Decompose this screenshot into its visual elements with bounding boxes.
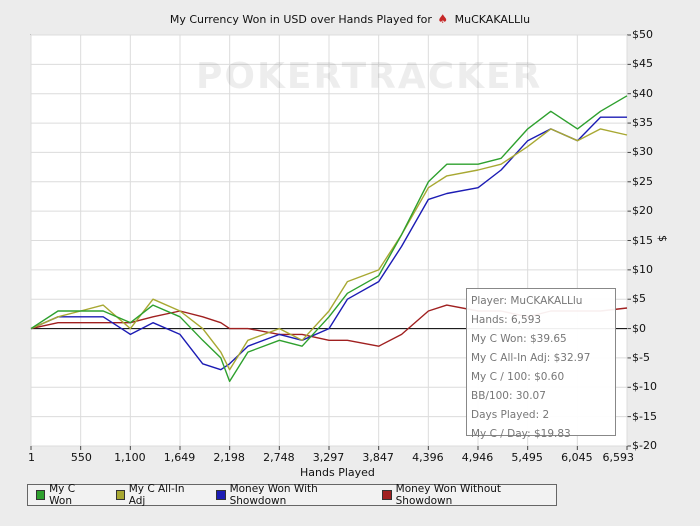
chart-legend: My C Won My C All-In Adj Money Won With Sh… <box>27 483 557 507</box>
tooltip-hands: Hands: 6,593 <box>471 314 542 326</box>
tooltip-allin-adj: My C All-In Adj: $32.97 <box>471 352 591 364</box>
y-tick-label: $-10 <box>632 380 657 394</box>
legend-item: Money Won Without Showdown <box>382 483 544 507</box>
x-tick-label: 1,649 <box>163 451 196 464</box>
y-tick-label: $-20 <box>632 439 657 452</box>
series-lines <box>30 95 628 383</box>
x-tick-label: 4,396 <box>412 451 444 464</box>
y-tick-label: $10 <box>632 262 653 276</box>
legend-item: My C All-In Adj <box>115 483 197 507</box>
y-tick-label: $25 <box>632 174 653 188</box>
y-tick-label: $30 <box>632 145 653 159</box>
tooltip-my-c-won: My C Won: $39.65 <box>471 333 567 345</box>
legend-label: Money Won Without Showdown <box>395 483 502 507</box>
y-tick-label: $35 <box>632 116 653 130</box>
series-line-my-c-all-in-adj <box>30 128 628 371</box>
y-tick-label: $5 <box>632 292 646 306</box>
series-line-money-won-with-showdown <box>30 116 627 371</box>
x-tick-label: 5,495 <box>511 451 543 464</box>
legend-label: Money Won With Showdown <box>229 483 318 507</box>
x-tick-label: 1,100 <box>114 451 146 464</box>
legend-swatch <box>115 490 125 500</box>
y-tick-label: $40 <box>632 86 653 100</box>
legend-item: Money Won With Showdown <box>216 483 362 507</box>
x-tick-label: 3,847 <box>362 451 394 464</box>
tooltip-per-100: My C / 100: $0.60 <box>471 371 565 383</box>
legend-label: My C All-In Adj <box>128 483 185 507</box>
y-tick-label: $-15 <box>632 409 657 423</box>
legend-swatch <box>382 490 392 500</box>
x-axis-title: Hands Played <box>300 466 375 479</box>
y-axis-title: $ <box>656 235 669 242</box>
chart-title-player: MuCKAKALLlu <box>454 13 531 26</box>
tooltip-player: Player: MuCKAKALLlu <box>471 295 583 307</box>
chart-title-text: My Currency Won in USD over Hands Played… <box>169 13 432 26</box>
legend-swatch <box>216 490 226 500</box>
legend-label: My C Won <box>49 483 76 507</box>
x-tick-label: 2,748 <box>263 451 295 464</box>
chart-title: My Currency Won in USD over Hands Played… <box>0 12 700 26</box>
series-line-my-c-won <box>30 95 628 383</box>
y-tick-label: $0 <box>632 321 646 335</box>
y-tick-label: $-5 <box>632 350 650 364</box>
x-tick-label: 6,593 <box>602 451 635 464</box>
spade-icon: ♠ <box>437 12 449 26</box>
x-tick-label: 4,946 <box>461 451 494 464</box>
tooltip-per-day: My C / Day: $19.83 <box>471 428 571 440</box>
stats-tooltip: Player: MuCKAKALLlu Hands: 6,593 My C Wo… <box>466 288 616 440</box>
tooltip-bb-per-100: BB/100: 30.07 <box>471 390 546 402</box>
x-tick-label: 550 <box>70 451 92 464</box>
x-tick-label: 3,297 <box>312 451 345 464</box>
y-tick-label: $45 <box>632 57 653 71</box>
y-tick-label: $15 <box>632 233 653 247</box>
x-tick-label: 1 <box>28 451 35 464</box>
legend-item: My C Won <box>36 483 96 507</box>
x-tick-label: 2,198 <box>213 451 245 464</box>
x-tick-label: 6,045 <box>561 451 593 464</box>
y-tick-label: $50 <box>632 28 653 41</box>
legend-swatch <box>36 490 46 500</box>
tooltip-days-played: Days Played: 2 <box>471 409 550 421</box>
y-tick-label: $20 <box>632 204 653 218</box>
